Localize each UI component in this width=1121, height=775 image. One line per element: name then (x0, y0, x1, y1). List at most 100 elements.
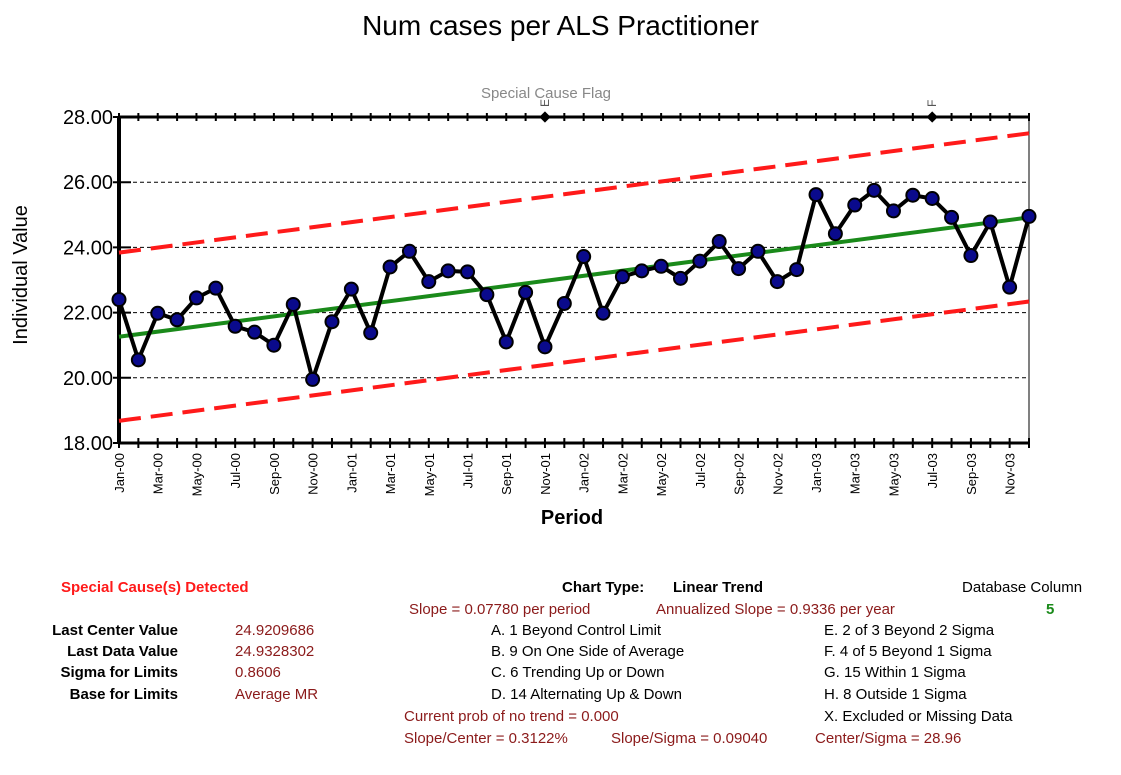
data-point (479, 287, 495, 303)
data-point (111, 292, 127, 308)
slope-sigma: Slope/Sigma = 0.09040 (611, 730, 768, 747)
data-point (382, 259, 398, 275)
database-column-value: 5 (1046, 601, 1055, 618)
stat-value: 0.8606 (235, 664, 281, 681)
data-point (556, 295, 572, 311)
data-point (130, 352, 146, 368)
data-line (117, 187, 1031, 387)
data-point (866, 182, 882, 198)
prob-no-trend: Current prob of no trend = 0.000 (404, 708, 619, 725)
data-point (247, 324, 263, 340)
x-tick-label: Jan-00 (112, 453, 127, 493)
x-tick-label: Jul-02 (693, 453, 708, 488)
data-point (634, 263, 650, 279)
stat-value: Average MR (235, 686, 319, 703)
data-point (537, 339, 553, 355)
data-point (460, 264, 476, 280)
rule-h: H. 8 Outside 1 Sigma (824, 686, 967, 703)
stat-label: Last Data Value (67, 643, 178, 660)
rule-g: G. 15 Within 1 Sigma (824, 664, 966, 681)
grid-lines (119, 181, 1029, 379)
x-tick-label: Jul-00 (228, 453, 243, 488)
y-tick-label: 24.00 (63, 237, 113, 259)
lower-control-limit (118, 299, 1030, 423)
data-point (963, 248, 979, 264)
x-tick-label: Sep-03 (964, 453, 979, 495)
x-tick-label: Jan-01 (344, 453, 359, 493)
x-tick-label: May-00 (189, 453, 204, 496)
data-point (324, 314, 340, 330)
slope-text: Slope = 0.07780 per period (409, 601, 591, 618)
chart-type-value: Linear Trend (673, 579, 764, 596)
y-tick-label: 26.00 (63, 172, 113, 194)
flag-letter: F (925, 100, 939, 107)
x-axis-label: Period (541, 507, 603, 529)
data-point (208, 280, 224, 296)
data-point (1021, 208, 1037, 224)
y-tick-label: 18.00 (63, 433, 113, 455)
control-chart: 18.00 20.00 22.00 24.00 26.00 28.00 Jan-00 Mar… (10, 85, 1037, 529)
data-point (614, 269, 630, 285)
center-sigma: Center/Sigma = 28.96 (815, 730, 962, 747)
data-point (672, 270, 688, 286)
y-tick-label: 28.00 (63, 107, 113, 129)
data-point (653, 258, 669, 274)
data-point (789, 262, 805, 278)
data-point (982, 214, 998, 230)
data-point (692, 253, 708, 269)
x-tick-label: Jul-01 (461, 453, 476, 488)
x-tick-label: Jan-03 (809, 453, 824, 493)
upper-control-limit (118, 131, 1030, 255)
data-point (421, 274, 437, 290)
slope-center: Slope/Center = 0.3122% (404, 730, 568, 747)
chart-title: Num cases per ALS Practitioner (362, 10, 759, 41)
x-tick-label: Mar-03 (848, 453, 863, 494)
x-tick-label: Sep-02 (732, 453, 747, 495)
data-point (576, 249, 592, 265)
flag-diamond (539, 111, 551, 123)
data-point (401, 243, 417, 259)
x-tick-label: May-01 (422, 453, 437, 496)
y-tick-label: 20.00 (63, 368, 113, 390)
rule-b: B. 9 On One Side of Average (491, 643, 685, 660)
data-point (285, 296, 301, 312)
x-tick-label: Nov-01 (538, 453, 553, 495)
stat-label: Sigma for Limits (60, 664, 178, 681)
data-point (924, 191, 940, 206)
data-point (266, 337, 282, 353)
annualized-slope-text: Annualized Slope = 0.9336 per year (656, 601, 895, 618)
rule-f: F. 4 of 5 Beyond 1 Sigma (824, 643, 992, 660)
data-point (750, 243, 766, 259)
x-axis-ticks: Jan-00 Mar-00 May-00 Jul-00 Sep-00 Nov-00 Jan-… (112, 113, 1030, 496)
stat-value: 24.9328302 (235, 643, 315, 660)
data-point (518, 284, 534, 300)
chart-type-label: Chart Type: (562, 579, 645, 596)
y-axis-label: Individual Value (10, 205, 32, 345)
x-tick-label: May-02 (654, 453, 669, 496)
data-point (944, 209, 960, 225)
x-tick-label: Sep-01 (499, 453, 514, 495)
data-point (827, 226, 843, 242)
stat-label: Last Center Value (52, 622, 178, 639)
data-point (731, 261, 747, 277)
x-tick-label: Mar-02 (615, 453, 630, 494)
x-tick-label: May-03 (886, 453, 901, 496)
rule-x: X. Excluded or Missing Data (824, 708, 1013, 725)
x-tick-label: Nov-00 (306, 453, 321, 495)
data-point (808, 187, 824, 203)
flag-letter: E (538, 99, 552, 107)
x-tick-label: Mar-01 (383, 453, 398, 494)
data-point (363, 325, 379, 341)
rule-c: C. 6 Trending Up or Down (491, 664, 665, 681)
stat-value: 24.9209686 (235, 622, 315, 639)
data-point (847, 197, 863, 213)
data-point (711, 234, 727, 250)
data-point (305, 371, 321, 387)
x-tick-label: Jul-03 (925, 453, 940, 488)
data-series (111, 182, 1037, 387)
x-tick-label: Nov-03 (1003, 453, 1018, 495)
special-cause-flag-label: Special Cause Flag (481, 85, 611, 102)
x-tick-label: Nov-02 (770, 453, 785, 495)
data-point (150, 305, 166, 321)
plot-frame (117, 115, 1030, 445)
